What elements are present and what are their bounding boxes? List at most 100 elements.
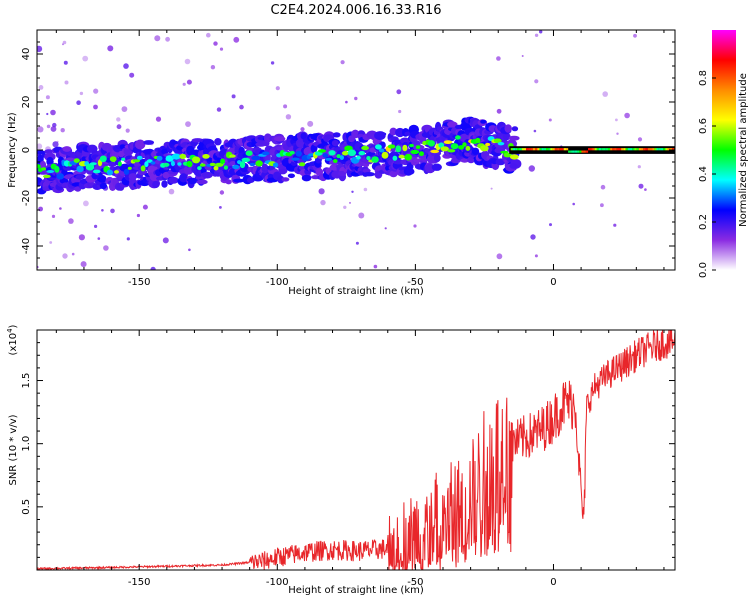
spectrogram-tone: [660, 148, 664, 151]
spectrogram-y-axis-label: Frequency (Hz): [7, 112, 18, 188]
spectrogram-tone: [515, 148, 518, 151]
spectrogram-band: [161, 148, 169, 155]
spectrogram-peak: [245, 150, 253, 156]
spectrogram-speckle: [37, 143, 43, 150]
spectrogram-speckle: [624, 112, 630, 119]
spectrogram-speckle: [219, 206, 222, 209]
spectrogram-speckle: [216, 107, 222, 112]
spectrogram-speckle: [354, 96, 358, 101]
spectrogram-speckle: [373, 264, 378, 269]
spectrogram-band: [278, 168, 288, 174]
spectrogram-speckle: [107, 45, 114, 52]
spectrogram-peak: [109, 156, 117, 163]
spectrogram-speckle: [343, 205, 347, 209]
colorbar-tick-label: 0.8: [698, 70, 709, 86]
spectrogram-speckle: [80, 261, 87, 268]
spectrogram-speckle: [37, 126, 44, 133]
spectrogram-tone: [616, 148, 619, 151]
spectrogram-tone: [581, 150, 584, 153]
spectrogram-tone: [603, 148, 606, 151]
spectrogram-speckle: [496, 108, 502, 114]
spectrogram-peak: [455, 135, 461, 140]
spectrogram-speckle: [103, 245, 109, 251]
spectrogram-band: [75, 174, 85, 180]
y-tick-label: -40: [21, 238, 32, 254]
spectrogram-tone: [667, 148, 670, 151]
spectrogram-tone: [570, 150, 573, 153]
spectrogram-speckle: [154, 35, 161, 42]
spectrogram-band: [504, 124, 512, 133]
spectrogram-tone: [614, 148, 617, 151]
spectrogram-tone: [634, 148, 637, 151]
spectrogram-speckle: [46, 112, 49, 116]
spectrogram-tone: [510, 148, 513, 151]
spectrogram-peak: [398, 154, 405, 159]
spectrogram-band: [460, 158, 470, 163]
x-tick-label: 0: [550, 277, 556, 288]
y-tick-label: 0.5: [21, 499, 32, 515]
spectrogram-speckle: [637, 137, 643, 142]
spectrogram-peak: [85, 163, 95, 171]
spectrogram-tone: [583, 150, 586, 153]
spectrogram-peak: [202, 154, 210, 159]
spectrogram-speckle: [398, 109, 402, 114]
spectrogram-peak: [121, 157, 126, 161]
figure-title: C2E4.2024.006.16.33.R16: [270, 3, 441, 18]
spectrogram-tone: [541, 148, 544, 151]
spectrogram-speckle: [616, 132, 619, 135]
spectrogram-band: [301, 174, 312, 182]
spectrogram-peak: [251, 155, 261, 161]
spectrogram-speckle: [71, 252, 75, 256]
spectrogram-peak: [106, 169, 114, 176]
spectrogram-band: [363, 172, 375, 177]
x-tick-label: -150: [128, 577, 151, 588]
spectrogram-band: [168, 176, 179, 184]
spectrogram-peak: [241, 157, 251, 163]
spectrogram-speckle: [50, 126, 57, 132]
spectrogram-speckle: [93, 104, 98, 110]
spectrogram-band: [201, 171, 213, 179]
spectrogram-speckle: [123, 63, 129, 69]
spectrogram-peak: [255, 160, 263, 167]
spectrogram-peak: [366, 156, 371, 161]
spectrogram-tone: [607, 148, 611, 151]
spectrogram-peak: [165, 155, 174, 162]
spectrogram-speckle: [165, 36, 171, 42]
spectrogram-tone: [530, 148, 533, 151]
spectrogram-speckle: [549, 223, 552, 227]
spectrogram-tone: [638, 148, 642, 151]
spectrogram-peak: [291, 157, 300, 161]
spectrogram-speckle: [83, 200, 89, 207]
spectrogram-peak: [209, 162, 216, 167]
spectrogram-peak: [232, 164, 240, 170]
svg-text:(x104): (x104): [6, 324, 19, 355]
colorbar-label: Normalized spectral amplitude: [738, 73, 749, 227]
snr-y-axis-label: SNR (10 * v/v): [8, 414, 19, 485]
spectrogram-speckle: [548, 118, 552, 122]
spectrogram-peak: [272, 162, 279, 168]
spectrogram-tone: [636, 148, 639, 151]
y-tick-label: 40: [21, 48, 32, 61]
spectrogram-band: [143, 140, 155, 145]
spectrogram-peak: [336, 154, 341, 159]
spectrogram-band: [315, 168, 324, 176]
spectrogram-tone: [630, 148, 633, 151]
spectrogram-band: [46, 156, 54, 167]
spectrogram-y-ticks: -40 -20 0 20 40: [21, 29, 675, 271]
spectrogram-speckle: [644, 188, 647, 191]
spectrogram-tone: [557, 148, 560, 151]
spectrogram-peak: [378, 148, 385, 153]
spectrogram-speckle: [121, 106, 128, 112]
spectrogram-speckle: [496, 253, 503, 260]
spectrogram-speckle: [239, 104, 244, 110]
spectrogram-band: [233, 178, 245, 183]
spectrogram-peak: [239, 161, 246, 169]
spectrogram-band: [186, 177, 198, 183]
spectrogram-peak: [192, 156, 201, 164]
spectrogram-peak: [415, 145, 421, 150]
spectrogram-peak: [223, 165, 228, 170]
spectrogram-speckle: [62, 40, 67, 45]
spectrogram-band: [400, 137, 410, 144]
spectrogram-band: [431, 163, 442, 171]
spectrogram-peak: [328, 150, 336, 156]
